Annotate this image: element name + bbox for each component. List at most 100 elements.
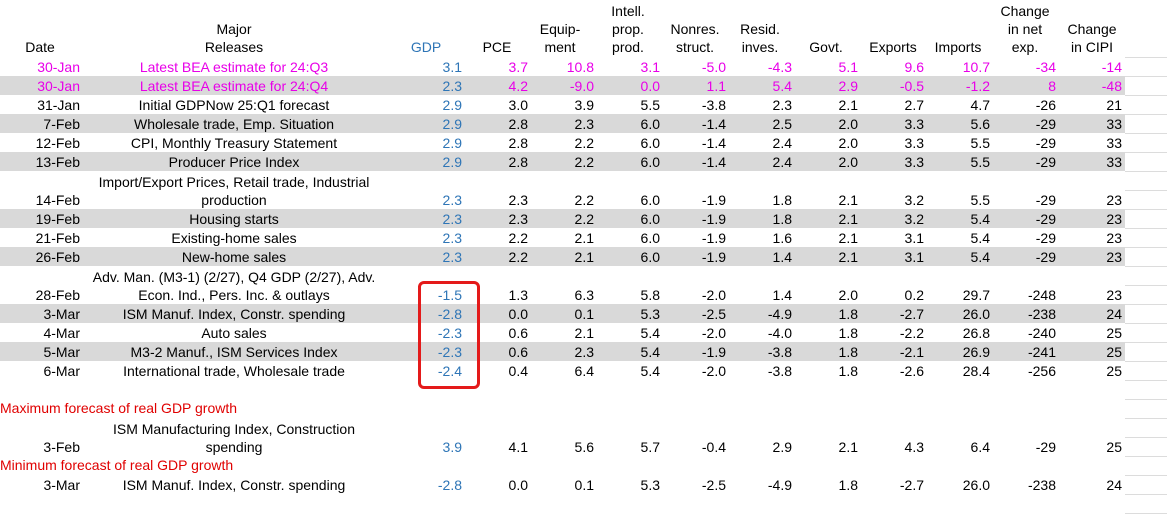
value-cell: 1.4 [772, 249, 792, 265]
release-cell: Auto sales [201, 325, 267, 341]
gdp-value-cell: 3.1 [442, 59, 462, 75]
value-cell: 3.3 [904, 154, 924, 170]
value-cell: 2.8 [508, 154, 528, 170]
value-cell: 3.3 [904, 116, 924, 132]
value-cell: 6.0 [640, 135, 660, 151]
gridline [1125, 342, 1167, 343]
value-cell: 33 [1106, 116, 1122, 132]
release-cell: Housing starts [189, 211, 279, 227]
value-cell: 2.2 [574, 211, 594, 227]
value-cell: 5.5 [640, 97, 660, 113]
gdp-value-cell: 2.3 [442, 192, 462, 208]
table-row: 30-Jan Latest BEA estimate for 24:Q3 3.1 3.… [0, 57, 1125, 76]
gdp-value-cell: 2.3 [442, 249, 462, 265]
value-cell: -1.4 [701, 154, 726, 170]
header-pce: PCE [482, 39, 512, 55]
header-exports: Exports [869, 39, 917, 55]
gridline [1125, 247, 1167, 248]
date-cell: 3-Mar [43, 477, 80, 493]
value-cell: -48 [1101, 78, 1122, 94]
max-forecast-label: Maximum forecast of real GDP growth [0, 400, 238, 416]
gridline [1125, 304, 1167, 305]
table-row: 31-Jan Initial GDPNow 25:Q1 forecast 2.9 3.… [0, 95, 1125, 114]
value-cell: 0.0 [640, 78, 660, 94]
value-cell: -256 [1027, 363, 1056, 379]
header-intell-prop: Intell. prop. prod. [611, 3, 645, 55]
gridline [1125, 418, 1167, 419]
value-cell: -29 [1035, 439, 1056, 455]
value-cell: -14 [1101, 59, 1122, 75]
value-cell: 2.3 [574, 344, 594, 360]
release-cell: International trade, Wholesale trade [123, 363, 345, 379]
value-cell: -2.5 [701, 477, 726, 493]
value-cell: 2.3 [508, 211, 528, 227]
value-cell: -1.9 [701, 230, 726, 246]
gridline [1125, 475, 1167, 476]
table-row: 30-Jan Latest BEA estimate for 24:Q4 2.3 4.… [0, 76, 1125, 95]
gridline [1125, 399, 1167, 400]
value-cell: -2.0 [701, 325, 726, 341]
value-cell: 28.4 [962, 363, 990, 379]
value-cell: 2.0 [838, 135, 858, 151]
value-cell: 5.4 [772, 78, 792, 94]
release-cell: Latest BEA estimate for 24:Q4 [139, 78, 329, 94]
release-cell: Existing-home sales [171, 230, 297, 246]
date-cell: 21-Feb [35, 230, 80, 246]
value-cell: 6.0 [640, 211, 660, 227]
release-cell: M3-2 Manuf., ISM Services Index [130, 344, 338, 360]
value-cell: 5.4 [640, 363, 660, 379]
value-cell: -238 [1027, 477, 1056, 493]
value-cell: 23 [1106, 230, 1122, 246]
gdp-value-cell: 3.9 [442, 439, 462, 455]
value-cell: 0.1 [574, 477, 594, 493]
release-cell: New-home sales [181, 249, 287, 265]
value-cell: 2.5 [772, 116, 792, 132]
table-row: 13-Feb Producer Price Index 2.9 2.8 2.2 6.0 -1… [0, 152, 1125, 171]
value-cell: -1.9 [701, 192, 726, 208]
value-cell: 3.1 [640, 59, 660, 75]
header-major-releases: Major Releases [204, 21, 264, 55]
table-row: 28-Feb Adv. Man. (M3-1) (2/27), Q4 GDP (2… [0, 266, 1125, 304]
value-cell: -29 [1035, 192, 1056, 208]
value-cell: 2.2 [574, 154, 594, 170]
value-cell: 0.6 [508, 344, 528, 360]
gridline [1125, 437, 1167, 438]
value-cell: 0.0 [508, 306, 528, 322]
gdp-value-cell: 2.3 [442, 230, 462, 246]
value-cell: 2.1 [838, 97, 858, 113]
value-cell: -240 [1027, 325, 1056, 341]
gdp-value-cell: 2.3 [442, 211, 462, 227]
value-cell: 6.4 [574, 363, 594, 379]
value-cell: 1.3 [508, 287, 528, 303]
date-cell: 30-Jan [37, 78, 80, 94]
gdp-value-cell: -2.3 [437, 344, 462, 360]
table-row: 12-Feb CPI, Monthly Treasury Statement 2.9… [0, 133, 1125, 152]
value-cell: 33 [1106, 135, 1122, 151]
value-cell: -2.7 [899, 477, 924, 493]
value-cell: -4.0 [767, 325, 792, 341]
value-cell: 1.8 [838, 344, 858, 360]
value-cell: 23 [1106, 211, 1122, 227]
table-row: 6-Mar International trade, Wholesale trad… [0, 361, 1125, 380]
value-cell: -29 [1035, 154, 1056, 170]
value-cell: 4.3 [904, 439, 924, 455]
value-cell: 1.4 [772, 287, 792, 303]
value-cell: 4.1 [508, 439, 528, 455]
gdp-highlight-box [418, 281, 480, 389]
date-cell: 13-Feb [35, 154, 80, 170]
value-cell: 6.0 [640, 116, 660, 132]
value-cell: 23 [1106, 249, 1122, 265]
table-row: 19-Feb Housing starts 2.3 2.3 2.2 6.0 -1.9 1.8 2… [0, 209, 1125, 228]
value-cell: -241 [1027, 344, 1056, 360]
value-cell: 0.2 [904, 287, 924, 303]
release-cell: Initial GDPNow 25:Q1 forecast [138, 97, 330, 113]
value-cell: -3.8 [701, 97, 726, 113]
value-cell: -29 [1035, 249, 1056, 265]
value-cell: 2.1 [574, 249, 594, 265]
value-cell: -26 [1035, 97, 1056, 113]
value-cell: 1.8 [838, 477, 858, 493]
value-cell: 5.4 [640, 325, 660, 341]
value-cell: 6.3 [574, 287, 594, 303]
value-cell: 2.2 [574, 135, 594, 151]
